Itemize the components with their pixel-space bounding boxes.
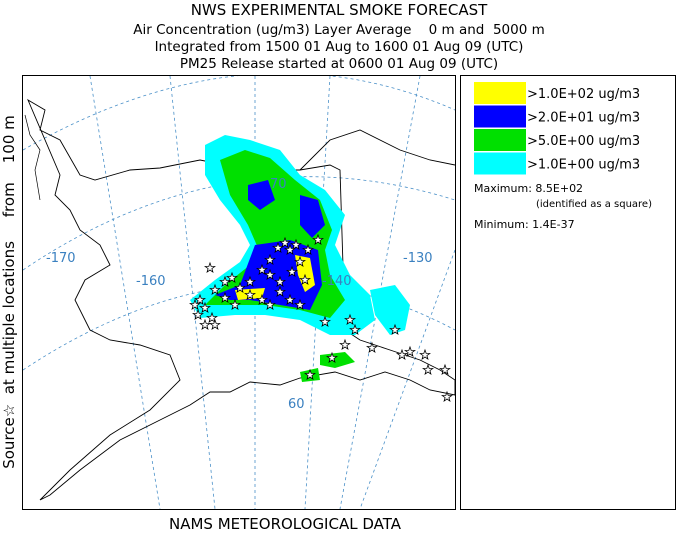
graticule [359,249,455,509]
legend-label: >5.0E+00 ug/m3 [527,134,640,149]
legend-swatch [474,129,526,151]
longitude-label: -160 [136,274,166,289]
legend-label: >2.0E+01 ug/m3 [527,111,640,126]
longitude-label: -170 [46,251,76,266]
title: NWS EXPERIMENTAL SMOKE FORECAST [191,1,488,19]
coastline [24,114,41,201]
legend-swatch [474,105,526,128]
legend-label: >1.0E+02 ug/m3 [527,87,640,102]
legend-swatch [474,82,526,104]
footer: NAMS METEOROLOGICAL DATA [169,515,402,532]
minimum: Minimum: 1.4E-37 [474,218,575,231]
map: -170 -160 -140 -130 70 60 [23,76,455,509]
graticule [23,76,455,151]
side-label: Source☆ at multiple locations from 100 m [0,115,18,469]
smoke-2e1 [300,195,325,238]
legend-label: >1.0E+00 ug/m3 [527,158,640,173]
graticule [89,76,161,509]
subtitle: Air Concentration (ug/m3) Layer Average … [133,22,545,38]
latitude-label: 70 [270,177,287,192]
legend-swatch [474,152,526,175]
graticule [339,76,421,509]
maximum: Maximum: 8.5E+02 [474,182,583,195]
longitude-label: -140 [322,274,352,289]
coastline [299,129,455,171]
longitude-label: -130 [403,251,433,266]
maximum-note: (identified as a square) [536,199,652,210]
smoke-1e0 [370,285,410,335]
smoke-5e0 [320,352,355,368]
smoke-2e1 [248,180,275,210]
latitude-label: 60 [288,397,305,412]
subtitle: Integrated from 1500 01 Aug to 1600 01 A… [155,39,524,55]
legend: >1.0E+02 ug/m3 >2.0E+01 ug/m3 >5.0E+00 ug/… [474,82,640,175]
graticule [169,76,216,509]
subtitle: PM25 Release started at 0600 01 Aug 09 (… [180,56,498,72]
